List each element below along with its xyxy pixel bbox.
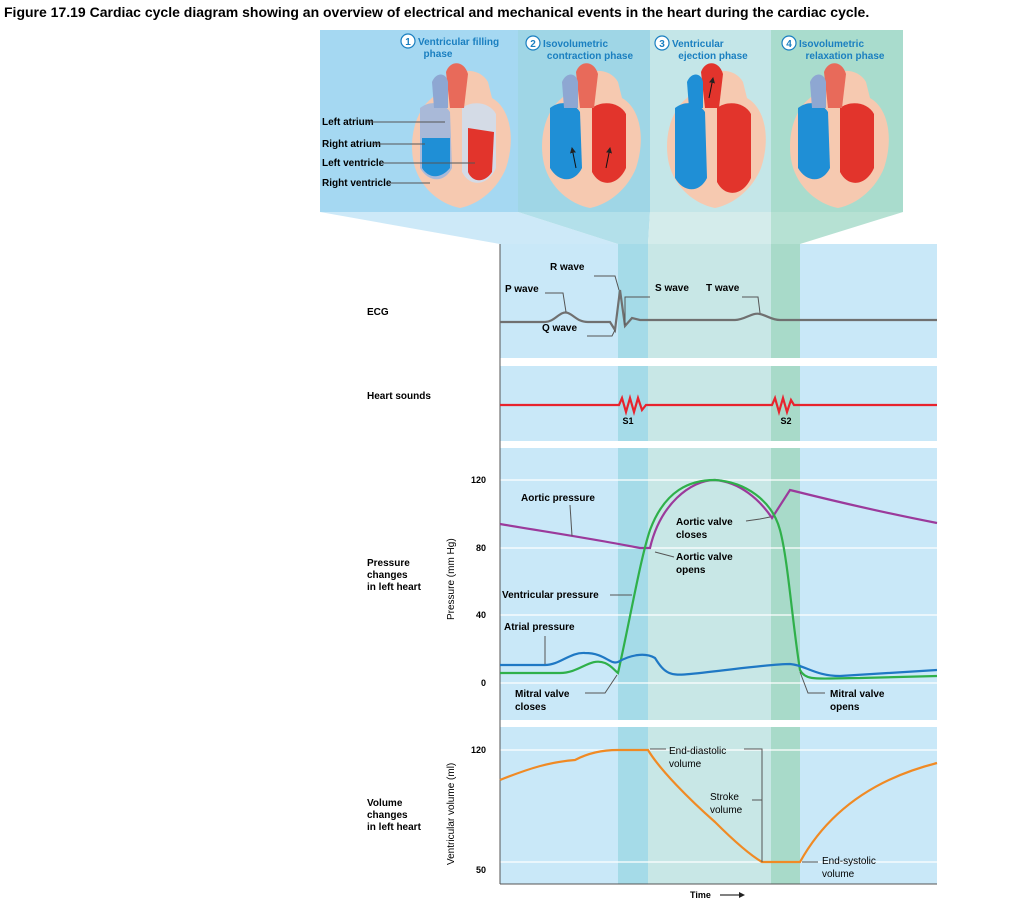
svg-text:changes: changes — [367, 810, 408, 821]
ventricular-pressure-line — [500, 478, 938, 680]
svg-text:Q wave: Q wave — [542, 323, 577, 334]
pressure-axis-label: Pressure (mm Hg) — [446, 538, 457, 620]
svg-text:T wave: T wave — [706, 283, 740, 294]
heart-illustration-2 — [542, 63, 641, 208]
phase2-funnel — [518, 212, 650, 244]
figure-title: Figure 17.19 Cardiac cycle diagram showi… — [4, 4, 870, 20]
svg-text:Right atrium: Right atrium — [322, 139, 381, 150]
svg-text:opens: opens — [676, 565, 706, 576]
tick-40: 40 — [476, 610, 486, 620]
heart-illustration-3 — [667, 63, 766, 208]
svg-text:R wave: R wave — [550, 262, 585, 273]
phase4-funnel — [771, 212, 903, 244]
svg-text:volume: volume — [669, 759, 702, 770]
svg-text:4: 4 — [786, 39, 792, 50]
svg-text:Right ventricle: Right ventricle — [322, 178, 392, 189]
heart-illustration-4 — [790, 63, 889, 208]
time-axis-label: Time — [690, 890, 711, 900]
svg-text:Ventricular pressure: Ventricular pressure — [502, 590, 599, 601]
svg-text:in left heart: in left heart — [367, 582, 422, 593]
svg-text:Isovolumetric: Isovolumetric — [543, 39, 608, 50]
tick-vol-120: 120 — [471, 745, 486, 755]
svg-text:closes: closes — [515, 702, 547, 713]
svg-text:Left atrium: Left atrium — [322, 117, 374, 128]
phase1-funnel — [320, 212, 618, 244]
axis-labels: Pressure (mm Hg) Ventricular volume (ml)… — [446, 475, 745, 900]
volume-chart: End-diastolic volume Stroke volume End-s… — [499, 746, 938, 880]
phase3-header: 3 Ventricular ejection phase — [654, 35, 748, 62]
heart-sounds-group: S1 S2 — [500, 393, 937, 426]
pressure-chart: Aortic pressure Aortic valve closes Aort… — [499, 478, 938, 713]
svg-text:closes: closes — [676, 530, 708, 541]
ecg-trace-group: P wave Q wave R wave S wave T wave — [500, 262, 937, 337]
phase3-band — [648, 244, 771, 884]
ecg-trace — [500, 289, 937, 334]
svg-text:Mitral valve: Mitral valve — [830, 689, 885, 700]
tick-120: 120 — [471, 475, 486, 485]
svg-text:2: 2 — [530, 39, 536, 50]
s1-label: S1 — [622, 416, 633, 426]
phase-headers: 1 Ventricular filling phase 2 Isovolumet… — [400, 33, 885, 62]
svg-text:Atrial pressure: Atrial pressure — [504, 622, 575, 633]
svg-text:P wave: P wave — [505, 284, 539, 295]
svg-text:in left heart: in left heart — [367, 822, 422, 833]
svg-text:changes: changes — [367, 570, 408, 581]
heart-sounds-label: Heart sounds — [367, 391, 431, 402]
heart-sound-trace — [500, 393, 937, 417]
svg-text:S wave: S wave — [655, 283, 689, 294]
svg-text:volume: volume — [710, 805, 743, 816]
s2-label: S2 — [780, 416, 791, 426]
phase4-header: 4 Isovolumetric relaxation phase — [781, 35, 885, 62]
svg-text:1: 1 — [405, 37, 411, 48]
svg-text:Aortic valve: Aortic valve — [676, 517, 733, 528]
row-labels: ECG Heart sounds Pressure changes in lef… — [367, 307, 431, 833]
svg-text:3: 3 — [659, 39, 665, 50]
svg-text:relaxation phase: relaxation phase — [806, 51, 885, 62]
svg-text:Aortic valve: Aortic valve — [676, 552, 733, 563]
phase2-header: 2 Isovolumetric contraction phase — [525, 35, 634, 62]
svg-text:Stroke: Stroke — [710, 792, 739, 803]
svg-text:phase: phase — [424, 49, 453, 60]
phase2-band — [618, 244, 648, 884]
tick-80: 80 — [476, 543, 486, 553]
svg-text:End-diastolic: End-diastolic — [669, 746, 726, 757]
tick-0: 0 — [481, 678, 486, 688]
atrial-pressure-line — [500, 651, 938, 678]
svg-text:Ventricular: Ventricular — [672, 39, 724, 50]
svg-text:contraction phase: contraction phase — [547, 51, 634, 62]
svg-text:Aortic pressure: Aortic pressure — [521, 493, 595, 504]
tick-vol-50: 50 — [476, 865, 486, 875]
volume-axis-label: Ventricular volume (ml) — [446, 763, 457, 865]
svg-text:volume: volume — [822, 869, 855, 880]
svg-text:End-systolic: End-systolic — [822, 856, 876, 867]
phase1-header: 1 Ventricular filling phase — [400, 33, 499, 60]
ventricular-volume-line — [499, 748, 938, 864]
heart-labels: Left atrium Right atrium Left ventricle … — [322, 117, 475, 189]
svg-text:Left ventricle: Left ventricle — [322, 158, 385, 169]
svg-text:Mitral valve: Mitral valve — [515, 689, 570, 700]
phase3-funnel — [648, 212, 771, 244]
ecg-label: ECG — [367, 307, 389, 318]
svg-text:Ventricular filling: Ventricular filling — [418, 37, 499, 48]
svg-text:opens: opens — [830, 702, 860, 713]
svg-text:ejection phase: ejection phase — [678, 51, 748, 62]
svg-text:Pressure: Pressure — [367, 558, 410, 569]
svg-text:Volume: Volume — [367, 798, 403, 809]
svg-text:Isovolumetric: Isovolumetric — [799, 39, 864, 50]
